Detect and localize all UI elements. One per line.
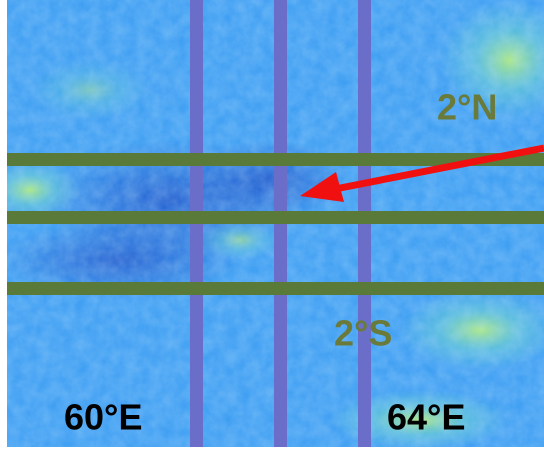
label-west: 60°E xyxy=(64,397,142,438)
field xyxy=(0,0,544,450)
map: 2°N 2°S 60°E 64°E xyxy=(0,0,544,468)
label-north: 2°N xyxy=(437,87,497,128)
label-south: 2°S xyxy=(334,313,392,354)
page: 2°N 2°S 60°E 64°E (() => { const data = … xyxy=(0,0,544,468)
label-east: 64°E xyxy=(387,397,465,438)
